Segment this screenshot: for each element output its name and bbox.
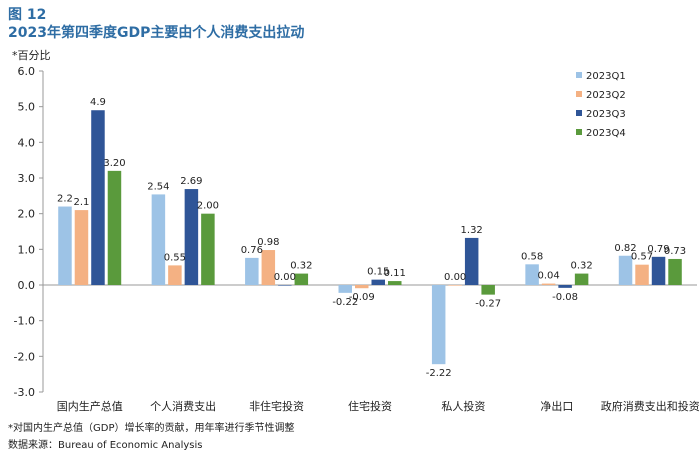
bar-2023Q4-6 xyxy=(668,258,682,285)
category-labels: 国内生产总值 个人消费支出 非住宅投资 住宅投资 私人投资 净出口 政府消费支出和投资 xyxy=(57,399,700,413)
y-tick-label: 3.0 xyxy=(18,172,36,185)
legend: 2023Q1 2023Q2 2023Q3 2023Q4 xyxy=(576,71,626,139)
bar-2023Q1-3 xyxy=(338,285,352,293)
data-labels: 2.2 2.1 4.9 3.20 2.54 0.55 2.69 2.00 0.760.98 0.0… xyxy=(57,97,686,379)
bar-2023Q3-6 xyxy=(651,256,666,285)
bars xyxy=(58,110,682,365)
footnote: *对国内生产总值（GDP）增长率的贡献，用年率进行季节性调整 xyxy=(8,423,295,434)
data-label-2023Q1-0: 2.2 xyxy=(57,194,73,205)
data-label-2023Q3-6: 0.79 xyxy=(647,244,669,255)
legend-swatch-2023Q1 xyxy=(576,72,582,78)
bar-2023Q4-4 xyxy=(481,285,495,295)
bar-2023Q2-5 xyxy=(541,283,556,285)
bar-2023Q3-4 xyxy=(464,237,479,285)
category-label: 非住宅投资 xyxy=(249,399,304,413)
bar-2023Q3-1 xyxy=(184,189,199,285)
data-label-2023Q1-3: -0.22 xyxy=(332,297,358,308)
data-label-2023Q4-4: -0.27 xyxy=(475,299,501,310)
data-label-2023Q3-1: 2.69 xyxy=(180,176,202,187)
category-label: 政府消费支出和投资 xyxy=(601,399,700,413)
data-label-2023Q4-6: 0.73 xyxy=(664,246,686,257)
category-label: 净出口 xyxy=(540,399,573,413)
data-label-2023Q2-5: 0.04 xyxy=(537,271,559,282)
bar-2023Q3-0 xyxy=(91,110,105,285)
y-tick-label: 6.0 xyxy=(18,65,36,78)
data-label-2023Q3-0: 4.9 xyxy=(90,97,106,108)
legend-label-2023Q4: 2023Q4 xyxy=(586,128,626,139)
data-label-2023Q3-4: 1.32 xyxy=(461,225,483,236)
bar-2023Q4-1 xyxy=(201,213,215,285)
bar-2023Q3-2 xyxy=(278,285,292,286)
data-label-2023Q2-3: -0.09 xyxy=(349,292,375,303)
category-label: 私人投资 xyxy=(441,399,485,413)
bar-2023Q2-0 xyxy=(74,210,89,285)
data-label-2023Q2-2: 0.98 xyxy=(257,237,279,248)
data-label-2023Q4-5: 0.32 xyxy=(570,261,592,272)
bar-2023Q3-3 xyxy=(371,279,385,285)
bar-2023Q1-1 xyxy=(151,194,166,285)
data-label-2023Q4-1: 2.00 xyxy=(197,201,219,212)
bar-2023Q1-4 xyxy=(431,285,446,365)
data-source: 数据来源：Bureau of Economic Analysis xyxy=(8,440,203,451)
bar-2023Q4-3 xyxy=(388,281,402,285)
data-label-2023Q4-3: 0.11 xyxy=(384,268,406,279)
data-label-2023Q3-2: 0.00 xyxy=(274,272,296,283)
figure-label: 图 12 xyxy=(8,7,47,23)
data-label-2023Q1-6: 0.82 xyxy=(614,243,636,254)
data-label-2023Q4-2: 0.32 xyxy=(290,261,312,272)
bar-2023Q3-5 xyxy=(558,285,572,288)
legend-swatch-2023Q2 xyxy=(576,91,582,97)
bar-2023Q2-4 xyxy=(448,285,462,286)
bar-2023Q1-5 xyxy=(525,264,539,285)
bar-2023Q1-6 xyxy=(618,255,633,285)
data-label-2023Q4-0: 3.20 xyxy=(103,158,125,169)
data-label-2023Q2-1: 0.55 xyxy=(164,252,186,263)
category-label: 住宅投资 xyxy=(348,399,392,413)
y-tick-label: 2.0 xyxy=(18,208,36,221)
legend-label-2023Q1: 2023Q1 xyxy=(586,71,626,82)
bar-2023Q1-2 xyxy=(245,257,259,285)
y-tick-label: -3.0 xyxy=(14,386,35,399)
bar-2023Q4-5 xyxy=(574,273,589,285)
y-tick-label: 4.0 xyxy=(18,136,36,149)
legend-swatch-2023Q3 xyxy=(576,110,582,116)
y-tick-label: 0.0 xyxy=(18,279,36,292)
bar-2023Q2-6 xyxy=(635,264,649,285)
legend-label-2023Q3: 2023Q3 xyxy=(586,109,626,120)
data-label-2023Q1-4: -2.22 xyxy=(426,368,452,379)
legend-swatch-2023Q4 xyxy=(576,129,582,135)
bar-2023Q2-3 xyxy=(355,285,369,289)
data-label-2023Q2-4: 0.00 xyxy=(444,272,466,283)
data-label-2023Q1-5: 0.58 xyxy=(521,251,543,262)
bar-2023Q4-0 xyxy=(107,170,122,285)
category-label: 国内生产总值 xyxy=(57,399,123,413)
data-label-2023Q1-1: 2.54 xyxy=(147,181,169,192)
y-tick-label: 1.0 xyxy=(18,243,36,256)
data-label-2023Q2-6: 0.57 xyxy=(631,252,653,263)
y-tick-label: -1.0 xyxy=(14,315,35,328)
bar-2023Q1-0 xyxy=(58,206,72,285)
y-axis-unit: *百分比 xyxy=(12,49,51,62)
y-axis-ticks: 6.0 5.0 4.0 3.0 2.0 1.0 0.0 -1.0 -2.0 -3.0 xyxy=(14,65,43,399)
bar-2023Q2-1 xyxy=(168,265,182,285)
category-label: 个人消费支出 xyxy=(150,399,216,413)
chart-title: 2023年第四季度GDP主要由个人消费支出拉动 xyxy=(8,25,305,41)
y-tick-label: -2.0 xyxy=(14,350,35,363)
data-label-2023Q3-3: 0.15 xyxy=(367,267,389,278)
y-tick-label: 5.0 xyxy=(18,101,36,114)
data-label-2023Q3-5: -0.08 xyxy=(552,292,578,303)
legend-label-2023Q2: 2023Q2 xyxy=(586,90,626,101)
data-label-2023Q1-2: 0.76 xyxy=(241,245,263,256)
data-label-2023Q2-0: 2.1 xyxy=(74,197,90,208)
bar-2023Q2-2 xyxy=(261,250,276,285)
bar-2023Q4-2 xyxy=(294,273,309,285)
